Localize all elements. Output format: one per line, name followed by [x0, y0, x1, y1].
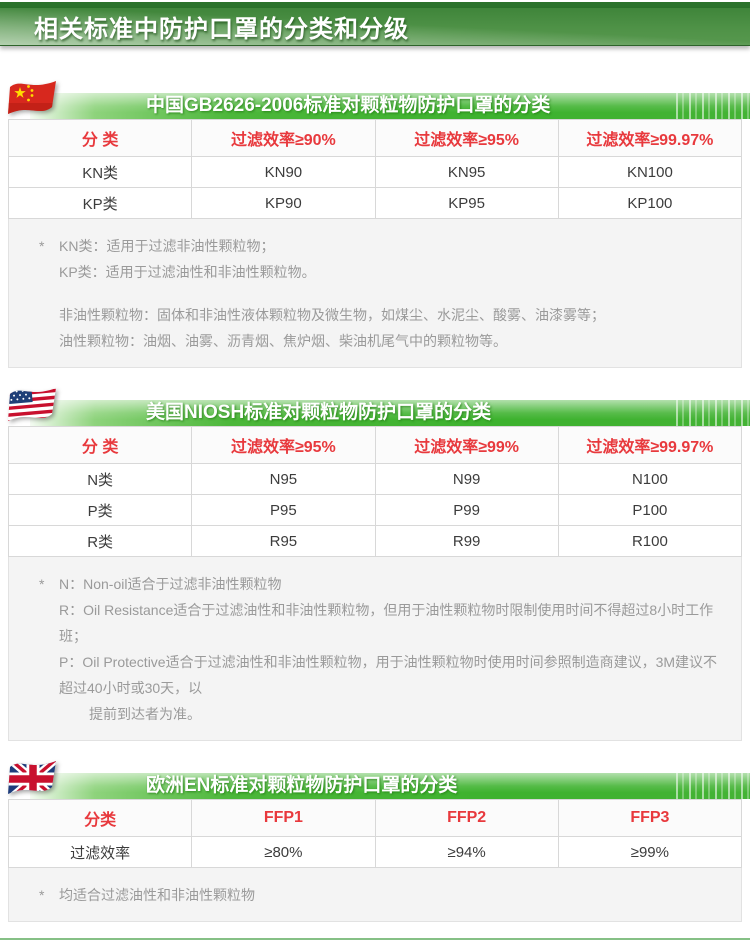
col-header: 过滤效率≥95% [191, 426, 376, 464]
cell: KP90 [191, 187, 376, 219]
note-asterisk: * [39, 576, 45, 592]
cell: P95 [191, 494, 376, 526]
cell: KN100 [557, 156, 743, 188]
cell: N99 [374, 463, 559, 495]
cell: R95 [191, 525, 376, 557]
page-title: 相关标准中防护口罩的分类和分级 [34, 16, 409, 43]
note-text: 均适合过滤油性和非油性颗粒物 [59, 887, 255, 903]
table-row: KP类 KP90 KP95 KP100 [7, 187, 743, 219]
note-text: KN类：适用于过滤非油性颗粒物； [59, 238, 275, 254]
table-row: R类 R95 R99 R100 [7, 525, 743, 557]
table-header-row: 分 类 过滤效率≥90% 过滤效率≥95% 过滤效率≥99.97% [7, 119, 743, 157]
note-text: 油性颗粒物：油烟、油雾、沥青烟、焦炉烟、柴油机尾气中的颗粒物等。 [59, 333, 507, 349]
cell: N100 [557, 463, 743, 495]
section-usa-header: 美国NIOSH标准对颗粒物防护口罩的分类 [0, 384, 750, 426]
cell: R100 [557, 525, 743, 557]
section-europe-header: 欧洲EN标准对颗粒物防护口罩的分类 [0, 757, 750, 799]
table-row: N类 N95 N99 N100 [7, 463, 743, 495]
usa-flag-icon [7, 384, 59, 428]
cell: N95 [191, 463, 376, 495]
uk-flag-icon [7, 757, 59, 801]
cell: KP类 [7, 187, 193, 219]
europe-standards-table: 分类 FFP1 FFP2 FFP3 过滤效率 ≥80% ≥94% ≥99% [7, 799, 743, 868]
note-text: P：Oil Protective适合于过滤油性和非油性颗粒物，用于油性颗粒物时使… [59, 654, 718, 696]
note-line: R：Oil Resistance适合于过滤油性和非油性颗粒物，但用于油性颗粒物时… [37, 597, 721, 649]
col-header: 过滤效率≥99.97% [557, 119, 743, 157]
note-line: * KN类：适用于过滤非油性颗粒物； [37, 233, 721, 259]
section-usa: 美国NIOSH标准对颗粒物防护口罩的分类 [0, 384, 750, 741]
header-top-strip [0, 2, 750, 8]
header-bar: 相关标准中防护口罩的分类和分级 [0, 8, 750, 46]
page-header: 相关标准中防护口罩的分类和分级 [0, 2, 750, 46]
col-header: 过滤效率≥90% [191, 119, 376, 157]
note-asterisk: * [39, 887, 45, 903]
note-line: 油性颗粒物：油烟、油雾、沥青烟、焦炉烟、柴油机尾气中的颗粒物等。 [37, 328, 721, 354]
china-standards-table: 分 类 过滤效率≥90% 过滤效率≥95% 过滤效率≥99.97% KN类 KN… [7, 119, 743, 219]
section-usa-bar [30, 400, 750, 426]
section-europe: 欧洲EN标准对颗粒物防护口罩的分类 [0, 757, 750, 922]
note-text: N：Non-oil适合于过滤非油性颗粒物 [59, 576, 282, 592]
usa-notes-panel: * N：Non-oil适合于过滤非油性颗粒物 R：Oil Resistance适… [8, 557, 742, 741]
col-header: FFP3 [557, 799, 743, 837]
cell: KN90 [191, 156, 376, 188]
col-header: 分 类 [7, 426, 193, 464]
note-text: 提前到达者为准。 [89, 706, 201, 722]
col-header: 分 类 [7, 119, 193, 157]
cell: N类 [7, 463, 193, 495]
cell: KN类 [7, 156, 193, 188]
cell: ≥99% [557, 836, 743, 868]
note-line: * N：Non-oil适合于过滤非油性颗粒物 [37, 571, 721, 597]
col-header: FFP2 [374, 799, 559, 837]
section-europe-bar [30, 773, 750, 799]
note-line: * 均适合过滤油性和非油性颗粒物 [37, 882, 721, 908]
europe-notes-panel: * 均适合过滤油性和非油性颗粒物 [8, 868, 742, 922]
note-text: KP类：适用于过滤油性和非油性颗粒物。 [59, 264, 316, 280]
table-header-row: 分类 FFP1 FFP2 FFP3 [7, 799, 743, 837]
table-row: KN类 KN90 KN95 KN100 [7, 156, 743, 188]
china-notes-panel: * KN类：适用于过滤非油性颗粒物； KP类：适用于过滤油性和非油性颗粒物。 非… [8, 219, 742, 368]
section-usa-title: 美国NIOSH标准对颗粒物防护口罩的分类 [146, 402, 492, 423]
cell: R类 [7, 525, 193, 557]
section-china-title: 中国GB2626-2006标准对颗粒物防护口罩的分类 [146, 95, 551, 116]
section-china-bar [30, 93, 750, 119]
table-row: P类 P95 P99 P100 [7, 494, 743, 526]
note-text: R：Oil Resistance适合于过滤油性和非油性颗粒物，但用于油性颗粒物时… [59, 602, 714, 644]
col-header: 过滤效率≥99% [374, 426, 559, 464]
col-header: 分类 [7, 799, 193, 837]
note-line: KP类：适用于过滤油性和非油性颗粒物。 [37, 259, 721, 285]
section-china: 中国GB2626-2006标准对颗粒物防护口罩的分类 [0, 77, 750, 368]
section-china-header: 中国GB2626-2006标准对颗粒物防护口罩的分类 [0, 77, 750, 119]
note-line: 非油性颗粒物：固体和非油性液体颗粒物及微生物，如煤尘、水泥尘、酸雾、油漆雾等； [37, 302, 721, 328]
note-line: P：Oil Protective适合于过滤油性和非油性颗粒物，用于油性颗粒物时使… [37, 649, 721, 701]
usa-standards-table: 分 类 过滤效率≥95% 过滤效率≥99% 过滤效率≥99.97% N类 N95… [7, 426, 743, 557]
note-line: 提前到达者为准。 [37, 701, 721, 727]
cell: P99 [374, 494, 559, 526]
table-header-row: 分 类 过滤效率≥95% 过滤效率≥99% 过滤效率≥99.97% [7, 426, 743, 464]
note-text: 非油性颗粒物：固体和非油性液体颗粒物及微生物，如煤尘、水泥尘、酸雾、油漆雾等； [59, 307, 605, 323]
cell: P类 [7, 494, 193, 526]
cell: KP95 [374, 187, 559, 219]
cell: ≥94% [374, 836, 559, 868]
col-header: 过滤效率≥99.97% [557, 426, 743, 464]
cell: R99 [374, 525, 559, 557]
col-header: FFP1 [191, 799, 376, 837]
cell: 过滤效率 [7, 836, 193, 868]
section-europe-title: 欧洲EN标准对颗粒物防护口罩的分类 [146, 775, 458, 796]
china-flag-icon [7, 77, 59, 121]
table-row: 过滤效率 ≥80% ≥94% ≥99% [7, 836, 743, 868]
cell: P100 [557, 494, 743, 526]
col-header: 过滤效率≥95% [374, 119, 559, 157]
cell: ≥80% [191, 836, 376, 868]
note-asterisk: * [39, 238, 45, 254]
cell: KP100 [557, 187, 743, 219]
cell: KN95 [374, 156, 559, 188]
